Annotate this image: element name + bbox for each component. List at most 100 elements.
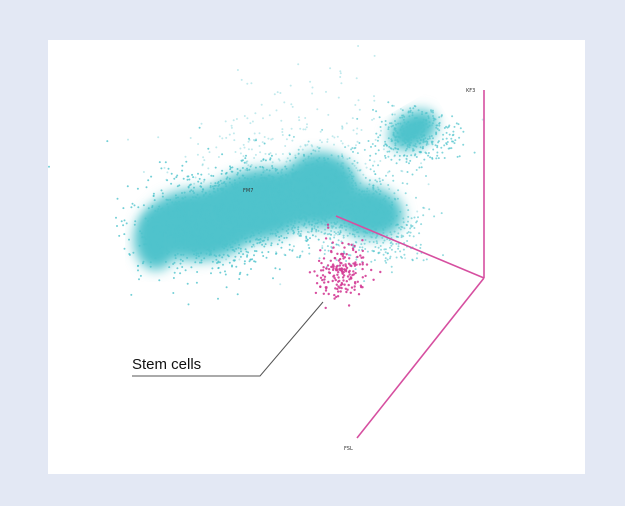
scatter-point-other	[227, 210, 230, 213]
scatter-point-other	[371, 225, 374, 228]
scatter-point-other	[196, 271, 199, 273]
scatter-point-other	[268, 114, 271, 117]
scatter-point-stem	[319, 249, 322, 252]
scatter-point-other	[406, 145, 409, 148]
scatter-point-other	[296, 198, 299, 201]
scatter-point-other	[443, 127, 446, 129]
scatter-point-other	[177, 210, 180, 213]
scatter-point-other	[329, 67, 332, 70]
scatter-point-other	[377, 188, 380, 191]
scatter-point-other	[149, 245, 152, 248]
scatter-point-other	[372, 220, 375, 223]
scatter-point-other	[160, 208, 162, 211]
scatter-point-other	[409, 231, 412, 234]
scatter-point-other	[405, 123, 408, 125]
scatter-point-other	[209, 195, 212, 198]
scatter-point-other	[407, 215, 410, 218]
scatter-point-other	[292, 232, 295, 235]
scatter-point-other	[237, 225, 240, 228]
scatter-point-other	[173, 236, 176, 239]
scatter-point-other	[166, 249, 169, 252]
scatter-point-other	[373, 95, 375, 98]
scatter-point-other	[414, 131, 416, 134]
scatter-point-other	[404, 257, 407, 260]
scatter-point-other	[160, 167, 163, 170]
scatter-point-other	[352, 129, 355, 132]
scatter-point-other	[339, 72, 342, 75]
scatter-point-other	[362, 230, 365, 233]
scatter-point-other	[209, 220, 212, 223]
scatter-point-other	[291, 139, 294, 142]
scatter-point-other	[218, 215, 221, 218]
scatter-point-other	[297, 172, 300, 175]
scatter-point-other	[221, 153, 224, 156]
scatter-point-other	[251, 199, 253, 202]
scatter-point-other	[231, 185, 234, 188]
scatter-point-other	[255, 194, 258, 197]
scatter-point-other	[224, 202, 227, 204]
scatter-point-other	[133, 204, 136, 207]
scatter-point-other	[226, 248, 229, 251]
scatter-point-other	[377, 149, 380, 152]
scatter-point-other	[323, 163, 326, 166]
scatter-point-other	[254, 153, 257, 156]
scatter-point-other	[372, 204, 375, 207]
scatter-point-other	[315, 159, 318, 162]
scatter-point-other	[385, 261, 388, 264]
scatter-point-other	[200, 261, 203, 264]
scatter-point-stem	[353, 244, 356, 248]
scatter-point-other	[262, 191, 264, 194]
scatter-point-other	[255, 139, 257, 142]
scatter-point-other	[412, 125, 415, 128]
scatter-point-other	[222, 263, 224, 266]
scatter-point-other	[193, 225, 196, 228]
scatter-point-other	[316, 172, 319, 175]
scatter-point-other	[206, 209, 208, 212]
scatter-point-other	[324, 176, 327, 179]
scatter-point-other	[445, 125, 448, 128]
scatter-point-other	[183, 202, 185, 205]
scatter-point-stem	[356, 255, 359, 259]
scatter-point-other	[365, 206, 368, 209]
scatter-point-other	[390, 206, 393, 209]
scatter-point-other	[338, 226, 341, 229]
scatter-point-other	[254, 202, 257, 205]
scatter-point-other	[243, 224, 246, 227]
scatter-point-other	[225, 286, 228, 289]
scatter-point-other	[291, 212, 294, 215]
scatter-point-other	[270, 138, 273, 141]
scatter-point-other	[338, 205, 341, 208]
scatter-point-other	[285, 160, 288, 163]
scatter-point-other	[342, 209, 345, 212]
scatter-point-other	[415, 196, 417, 199]
scatter-point-other	[221, 237, 224, 239]
scatter-point-other	[298, 119, 301, 122]
scatter-point-other	[291, 248, 294, 251]
scatter-point-other	[360, 195, 363, 198]
scatter-point-other	[194, 217, 197, 220]
scatter-point-other	[417, 125, 420, 128]
scatter-point-other	[239, 229, 242, 232]
scatter-point-other	[401, 116, 404, 119]
scatter-point-other	[243, 209, 246, 212]
scatter-point-other	[326, 177, 329, 180]
axis-line-down	[356, 277, 485, 439]
scatter-point-other	[340, 172, 343, 175]
scatter-point-other	[267, 137, 270, 140]
scatter-point-other	[128, 238, 130, 241]
scatter-point-other	[186, 178, 189, 181]
scatter-point-other	[343, 222, 346, 225]
scatter-point-other	[177, 225, 180, 228]
scatter-point-other	[123, 219, 126, 222]
scatter-point-other	[252, 206, 255, 209]
scatter-point-other	[327, 204, 330, 207]
scatter-point-other	[144, 243, 147, 246]
scatter-point-other	[402, 114, 405, 117]
scatter-point-other	[205, 252, 208, 255]
scatter-point-other	[338, 202, 341, 205]
scatter-point-other	[185, 222, 188, 225]
scatter-point-other	[285, 211, 288, 214]
scatter-point-other	[299, 127, 302, 130]
scatter-point-other	[367, 140, 370, 142]
scatter-point-other	[262, 211, 265, 214]
